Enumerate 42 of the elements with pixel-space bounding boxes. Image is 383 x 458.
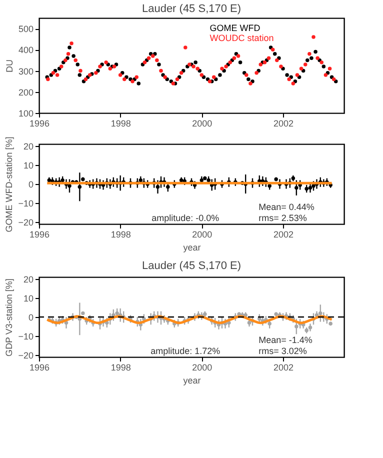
- y-tick-label: 400: [18, 45, 34, 56]
- y-tick-label: 10: [23, 160, 34, 170]
- y-tick-label: 0: [28, 312, 34, 322]
- annotation: rms= 2.53%: [258, 213, 307, 223]
- series-label: WOUDC station: [210, 33, 274, 43]
- y-tick-label: 500: [18, 24, 34, 34]
- y-tick-label: −10: [18, 332, 34, 342]
- y-axis-title: GOME WFD-station [%]: [4, 136, 14, 232]
- x-axis-title: year: [183, 242, 201, 252]
- x-tick-label: 2000: [192, 118, 212, 128]
- series-label: GOME WFD: [210, 23, 261, 33]
- y-tick-label: 200: [18, 87, 34, 98]
- x-tick-label: 2002: [273, 118, 294, 128]
- y-tick-label: 0: [28, 180, 34, 190]
- y-tick-label: 300: [18, 66, 34, 76]
- x-tick-label: 1998: [110, 230, 131, 240]
- x-tick-label: 1998: [110, 362, 131, 372]
- annotation: Mean= 0.44%: [258, 202, 314, 212]
- y-axis-title: DU: [4, 60, 14, 72]
- y-axis-title: GDP V3-station [%]: [4, 278, 14, 356]
- chart-title: Lauder (45 S,170 E): [142, 260, 242, 272]
- x-tick-label: 2002: [273, 362, 294, 372]
- x-tick-label: 1996: [29, 230, 50, 240]
- y-tick-label: 10: [23, 293, 34, 304]
- x-axis-title: year: [183, 376, 201, 386]
- x-tick-label: 1996: [29, 118, 50, 128]
- y-tick-label: 20: [23, 274, 34, 284]
- x-tick-label: 2000: [192, 362, 212, 372]
- y-tick-label: −10: [18, 198, 34, 209]
- y-tick-label: −20: [18, 218, 34, 228]
- y-tick-label: −20: [18, 350, 34, 361]
- annotation: amplitude: 1.72%: [150, 346, 220, 356]
- x-tick-label: 1996: [29, 362, 50, 372]
- x-tick-label: 2000: [192, 230, 212, 240]
- y-tick-label: 100: [18, 108, 34, 118]
- annotation: amplitude: -0.0%: [152, 213, 220, 223]
- x-tick-label: 2002: [273, 230, 294, 240]
- annotation: rms= 3.02%: [258, 346, 307, 356]
- chart-title: Lauder (45 S,170 E): [142, 3, 242, 15]
- y-tick-label: 20: [23, 141, 34, 152]
- x-tick-label: 1998: [110, 118, 131, 128]
- annotation: Mean= -1.4%: [258, 335, 312, 345]
